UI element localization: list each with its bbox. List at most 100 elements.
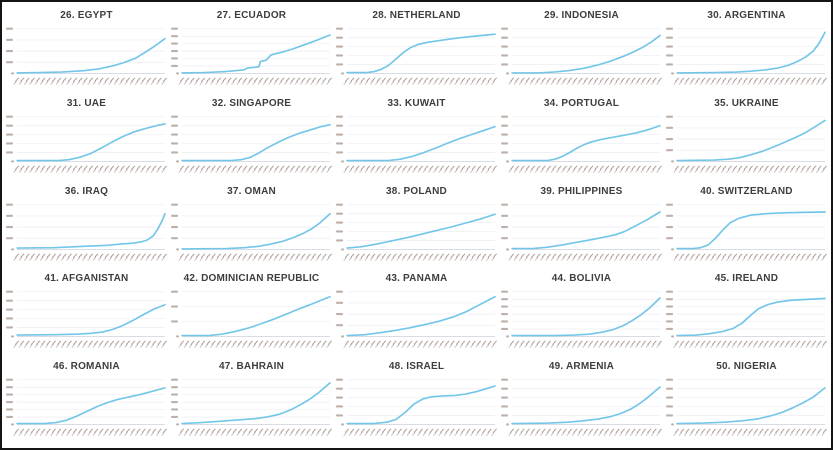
- x-tick-label: [775, 253, 780, 258]
- x-tick-label: [582, 344, 586, 349]
- y-tick-label: [666, 405, 674, 408]
- x-tick-label: [344, 428, 350, 434]
- x-tick-label: [129, 256, 133, 261]
- x-tick-label: [109, 340, 115, 346]
- x-tick-label: [508, 256, 512, 261]
- x-tick-label: [545, 256, 549, 261]
- x-tick-label: [108, 168, 112, 173]
- x-tick-label: [445, 165, 450, 170]
- x-tick-label: [136, 165, 141, 170]
- x-tick-label: [529, 344, 533, 349]
- y-tick-zero-label: [11, 423, 15, 426]
- sparkline-chart: [336, 203, 497, 261]
- x-tick-label: [427, 432, 432, 437]
- x-tick-label: [78, 253, 83, 258]
- x-tick-label: [60, 168, 65, 173]
- x-tick-label: [683, 344, 688, 349]
- x-axis-ticks: [508, 340, 662, 349]
- x-tick-label: [466, 428, 471, 434]
- x-tick-label: [326, 168, 330, 173]
- x-tick-label: [376, 77, 381, 82]
- x-tick-label: [375, 344, 379, 349]
- x-tick-label: [353, 344, 358, 349]
- y-tick-label: [501, 225, 509, 228]
- x-tick-label: [51, 253, 57, 258]
- x-tick-label: [66, 81, 70, 85]
- y-tick-label: [171, 408, 179, 411]
- y-tick-zero-label: [341, 247, 345, 251]
- x-tick-label: [439, 340, 445, 346]
- y-tick-label: [336, 414, 344, 417]
- x-tick-label: [520, 165, 525, 170]
- x-tick-label: [88, 77, 94, 82]
- x-tick-label: [550, 81, 555, 85]
- x-tick-label: [557, 253, 562, 258]
- x-tick-label: [62, 340, 67, 346]
- x-tick-label: [689, 256, 693, 261]
- x-tick-label: [689, 168, 693, 173]
- x-tick-label: [608, 432, 613, 437]
- x-tick-label: [211, 340, 216, 346]
- x-tick-label: [531, 165, 536, 170]
- y-tick-label: [666, 396, 674, 399]
- y-tick-label: [171, 124, 179, 127]
- x-tick-label: [550, 432, 555, 437]
- x-tick-label: [529, 81, 533, 85]
- chart-cell: 33. KUWAIT: [334, 93, 499, 181]
- x-tick-label: [406, 344, 411, 349]
- x-tick-label: [408, 253, 413, 258]
- x-tick-label: [800, 81, 804, 85]
- y-tick-label: [336, 133, 344, 136]
- x-tick-label: [216, 77, 222, 82]
- x-tick-label: [253, 340, 259, 346]
- x-tick-label: [67, 340, 72, 346]
- y-tick-label: [666, 320, 674, 323]
- x-tick-label: [680, 340, 685, 346]
- x-tick-label: [183, 432, 188, 437]
- x-tick-label: [509, 77, 515, 82]
- y-tick-label: [501, 214, 509, 217]
- x-tick-label: [188, 81, 193, 85]
- x-tick-label: [18, 168, 23, 173]
- y-tick-label: [501, 133, 509, 136]
- x-tick-label: [594, 428, 599, 434]
- chart-title: 38. POLAND: [386, 185, 447, 197]
- x-tick-label: [364, 81, 368, 85]
- chart-title: 30. ARGENTINA: [707, 10, 786, 21]
- x-tick-label: [141, 428, 146, 434]
- x-tick-label: [20, 253, 25, 258]
- x-tick-label: [599, 428, 604, 434]
- x-tick-label: [103, 168, 107, 173]
- y-tick-label: [501, 305, 509, 309]
- y-tick-label: [666, 27, 674, 30]
- x-tick-label: [810, 168, 815, 173]
- x-tick-label: [350, 428, 355, 434]
- x-tick-label: [326, 81, 330, 85]
- x-tick-label: [794, 81, 799, 85]
- x-tick-label: [71, 168, 75, 173]
- x-tick-label: [268, 168, 272, 173]
- x-tick-label: [194, 168, 198, 173]
- x-tick-label: [701, 253, 706, 258]
- y-tick-label: [6, 326, 14, 329]
- x-tick-label: [743, 253, 748, 258]
- x-tick-label: [555, 344, 560, 349]
- x-tick-label: [140, 344, 144, 349]
- chart-title: 43. PANAMA: [385, 273, 448, 285]
- x-tick-label: [188, 344, 193, 349]
- x-tick-label: [301, 77, 306, 82]
- sparkline-chart: [501, 115, 662, 173]
- x-tick-label: [577, 432, 581, 437]
- y-tick-label: [6, 38, 14, 41]
- x-tick-label: [220, 256, 225, 261]
- chart-title: 47. BAHRAIN: [219, 361, 284, 373]
- x-tick-label: [364, 256, 368, 261]
- x-tick-label: [406, 81, 411, 85]
- x-tick-label: [118, 344, 123, 349]
- x-tick-label: [775, 165, 780, 170]
- y-tick-label: [501, 396, 509, 399]
- x-tick-label: [689, 432, 693, 437]
- x-tick-label: [375, 256, 379, 261]
- x-tick-label: [104, 253, 109, 258]
- x-tick-label: [690, 253, 695, 258]
